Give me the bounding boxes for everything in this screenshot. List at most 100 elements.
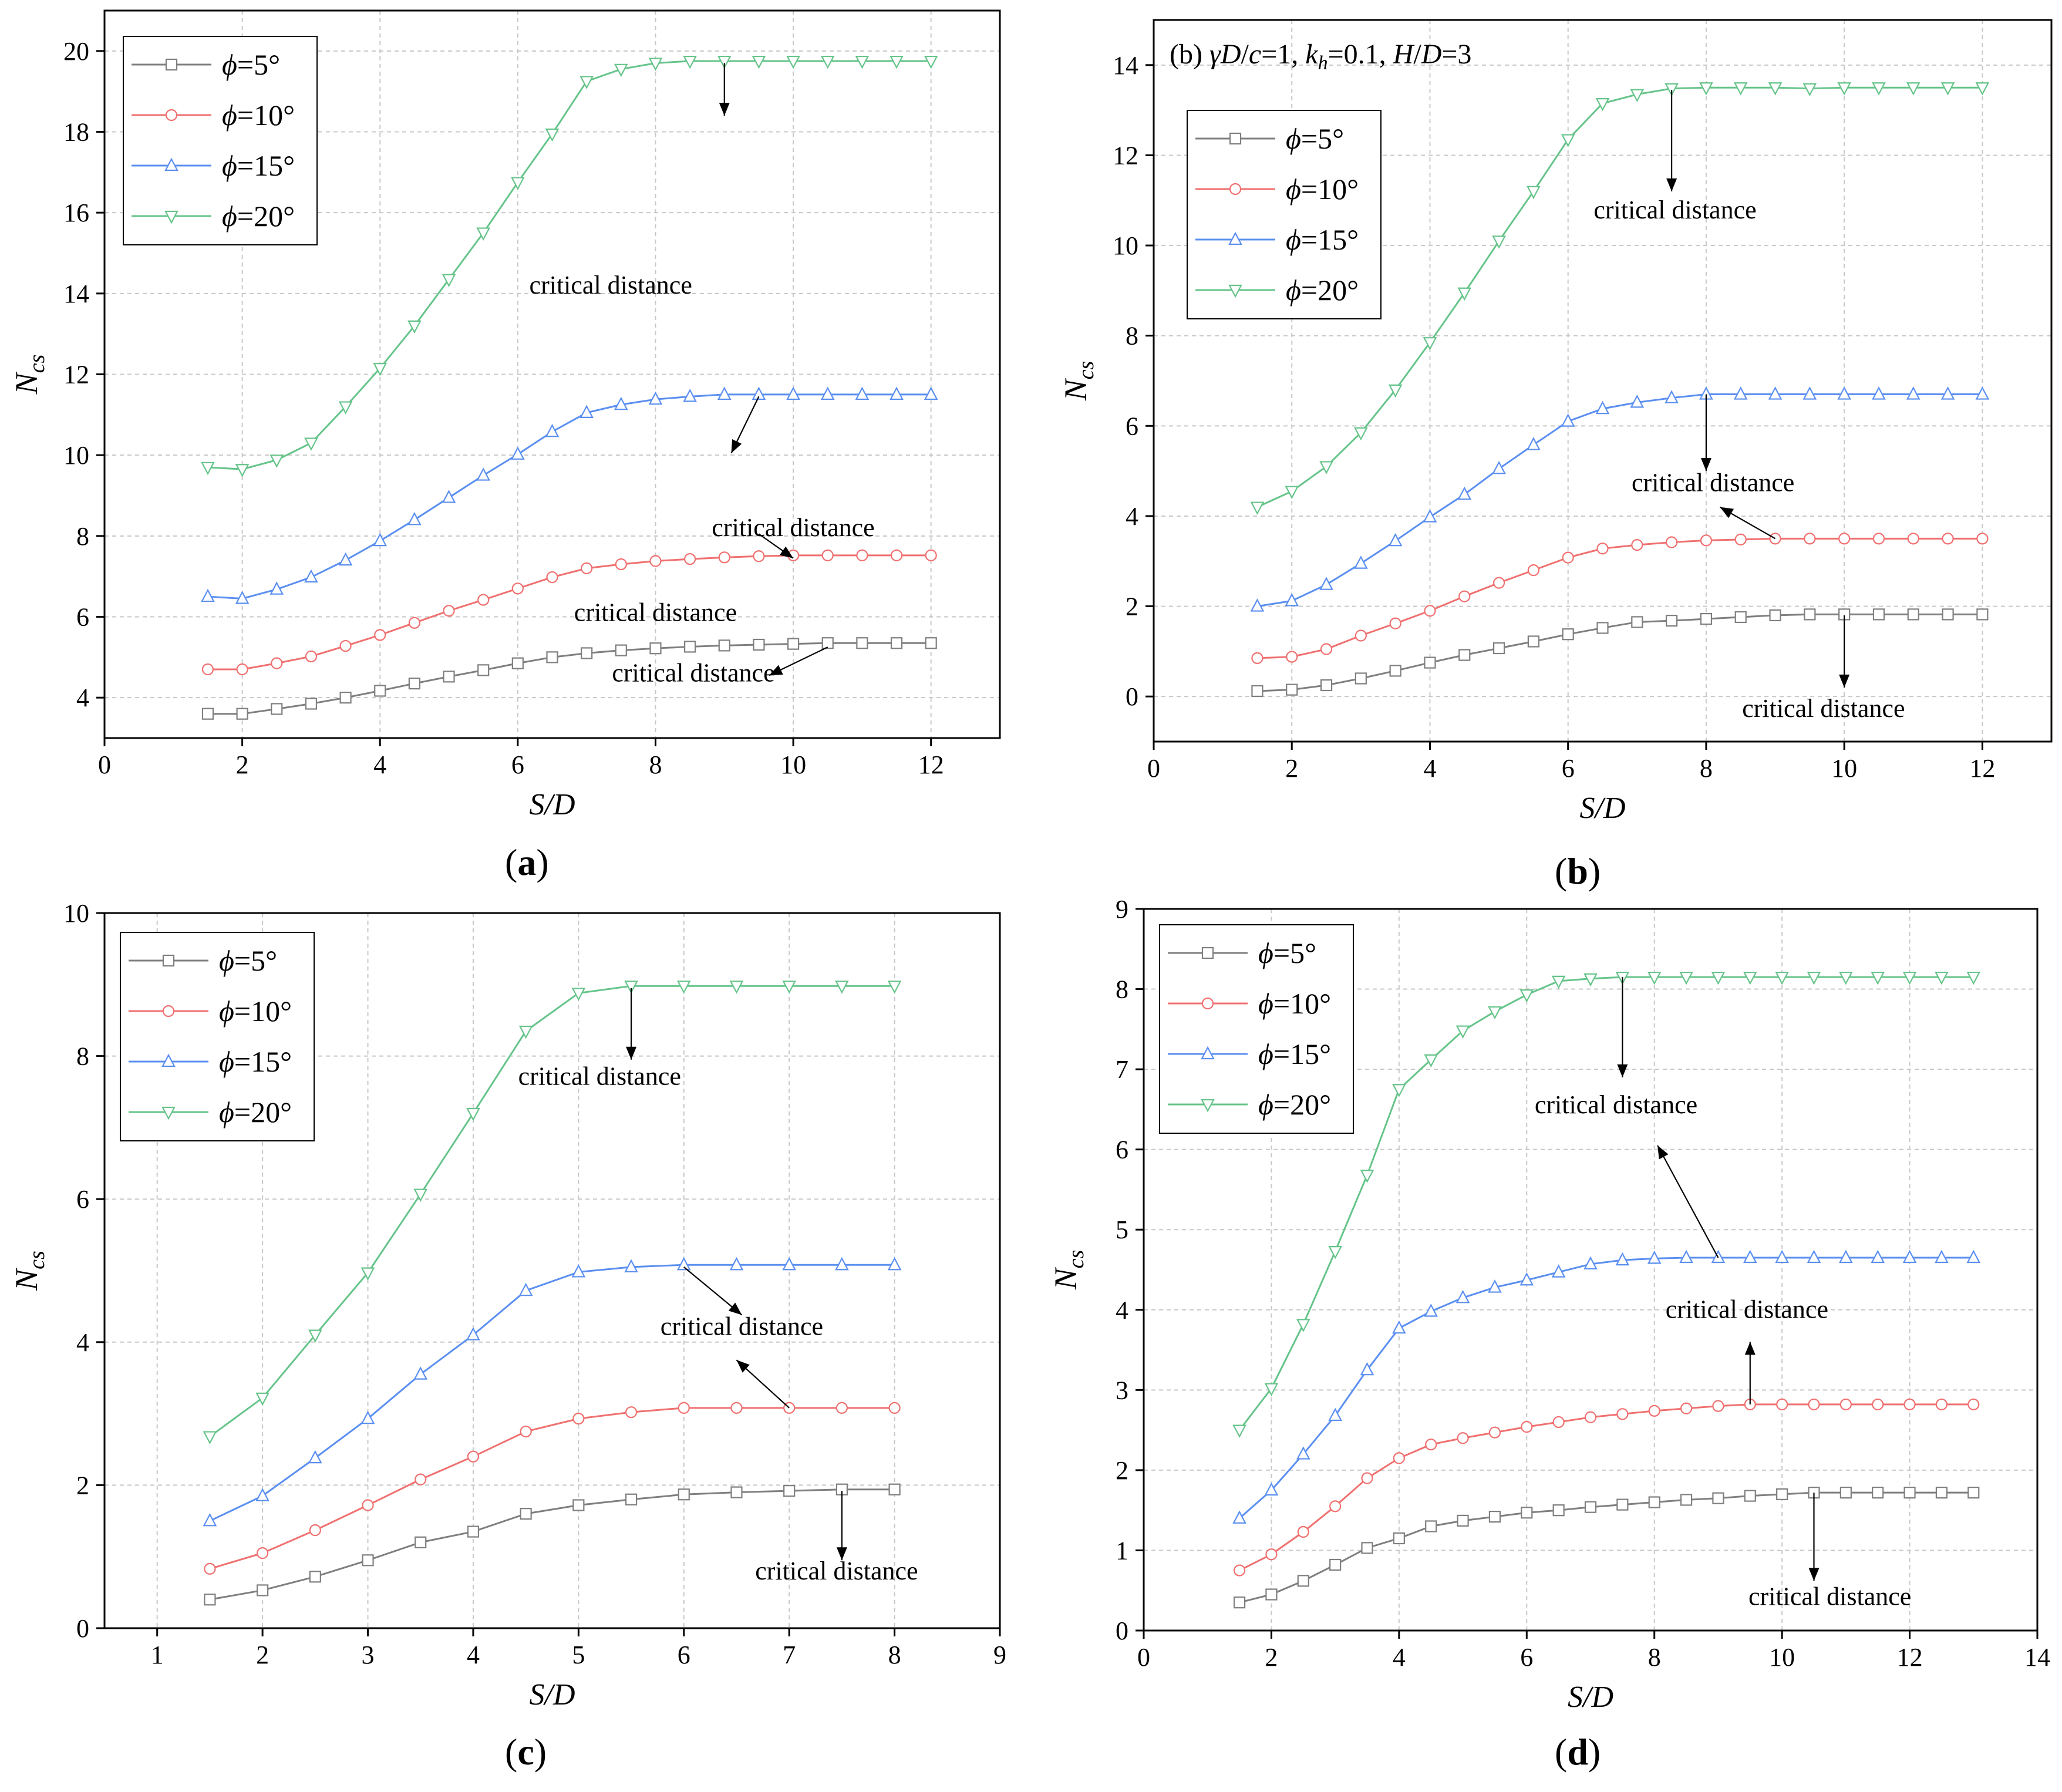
legend-label: ϕ=15° <box>219 1045 292 1078</box>
data-point <box>466 1107 480 1121</box>
data-point <box>467 1525 480 1538</box>
data-point <box>1976 533 1989 545</box>
y-tick-label: 4 <box>76 683 89 712</box>
data-point <box>1355 672 1367 685</box>
data-point <box>201 708 214 720</box>
data-point <box>1519 989 1534 1003</box>
data-point <box>1744 1490 1756 1502</box>
data-point <box>1906 82 1921 96</box>
annotation-critical-distance: critical distance <box>1593 90 1757 224</box>
data-point <box>855 386 870 400</box>
legend: ϕ=5° ϕ=10° ϕ=15° ϕ=20° <box>1187 110 1382 319</box>
data-point <box>856 549 868 561</box>
annotation-arrow-head <box>1744 1342 1756 1355</box>
x-tick-label: 10 <box>1831 754 1857 783</box>
data-point <box>1975 82 1990 96</box>
data-point <box>1807 1249 1821 1264</box>
data-point <box>683 388 697 402</box>
series-line <box>1256 86 1983 508</box>
series-line <box>210 1488 895 1601</box>
legend-marker <box>164 210 178 224</box>
annotation-text: critical distance <box>612 659 774 688</box>
data-point <box>676 1257 691 1271</box>
data-point <box>476 227 491 241</box>
data-point <box>624 1259 638 1273</box>
y-tick-label: 12 <box>1113 141 1138 170</box>
data-point <box>360 1267 375 1281</box>
data-point <box>269 581 284 595</box>
data-point <box>1872 533 1885 545</box>
data-point <box>717 386 732 400</box>
series-line <box>207 642 931 715</box>
data-point <box>820 55 835 69</box>
data-point <box>1232 1510 1246 1524</box>
legend-box <box>120 932 315 1141</box>
data-point <box>407 511 422 526</box>
legend-entry-s10: ϕ=10° <box>129 995 292 1028</box>
legend-box <box>123 36 318 245</box>
data-point <box>1837 386 1851 400</box>
data-point <box>1527 564 1539 577</box>
data-point <box>1802 386 1817 400</box>
data-point <box>1907 533 1919 545</box>
data-point <box>1976 608 1989 621</box>
series-s20 <box>1232 971 1981 1438</box>
data-point <box>1733 386 1748 400</box>
data-point <box>1734 611 1747 624</box>
annotation-text: critical distance <box>530 271 692 299</box>
legend-entry-s20: ϕ=20° <box>129 1096 292 1129</box>
data-point <box>1354 427 1368 441</box>
data-point <box>308 1450 322 1464</box>
data-point <box>1584 1501 1597 1513</box>
data-point <box>1552 1416 1565 1429</box>
data-point <box>1596 622 1609 634</box>
data-point <box>1679 971 1693 985</box>
data-point <box>374 685 386 697</box>
annotation-critical-distance <box>736 1359 790 1409</box>
data-point <box>1595 400 1610 415</box>
data-point <box>1712 1492 1724 1504</box>
data-point <box>1665 83 1679 97</box>
data-point <box>1903 1487 1916 1499</box>
data-point <box>614 63 628 78</box>
data-point <box>1596 543 1609 555</box>
data-point <box>1328 1407 1342 1422</box>
data-point <box>309 1524 321 1537</box>
annotation-critical-distance <box>1719 506 1776 540</box>
data-point <box>1699 82 1713 96</box>
series-s5 <box>204 1483 901 1606</box>
y-tick-label: 6 <box>76 1185 89 1214</box>
legend-label: ϕ=15° <box>222 149 295 182</box>
data-point <box>1492 235 1506 249</box>
y-tick-label: 7 <box>1116 1055 1128 1084</box>
data-point <box>782 981 796 994</box>
data-point <box>625 1406 638 1419</box>
data-point <box>511 582 524 595</box>
y-tick-label: 2 <box>1116 1456 1128 1485</box>
data-point <box>1319 577 1333 590</box>
annotation-critical-distance: critical distance <box>612 646 828 688</box>
data-point <box>408 677 420 690</box>
y-tick-label: 8 <box>76 522 89 551</box>
legend-entry-s20: ϕ=20° <box>132 200 295 233</box>
data-point <box>443 605 455 617</box>
x-tick-label: 4 <box>467 1641 480 1669</box>
legend-marker <box>1201 946 1214 959</box>
data-point <box>787 638 800 650</box>
data-point <box>684 553 696 565</box>
data-point <box>362 1499 374 1511</box>
legend-marker <box>161 1106 176 1120</box>
data-point <box>752 386 766 400</box>
data-point <box>1264 1482 1279 1496</box>
data-point <box>236 708 248 720</box>
data-point <box>1458 649 1471 661</box>
data-point <box>1492 577 1505 589</box>
data-point <box>1425 1439 1437 1451</box>
data-point <box>1648 1404 1660 1417</box>
data-point <box>1906 386 1921 400</box>
legend-label: ϕ=20° <box>1258 1088 1331 1121</box>
legend-label: ϕ=20° <box>1286 274 1359 306</box>
data-point <box>1488 1510 1501 1523</box>
data-point <box>1320 643 1333 655</box>
